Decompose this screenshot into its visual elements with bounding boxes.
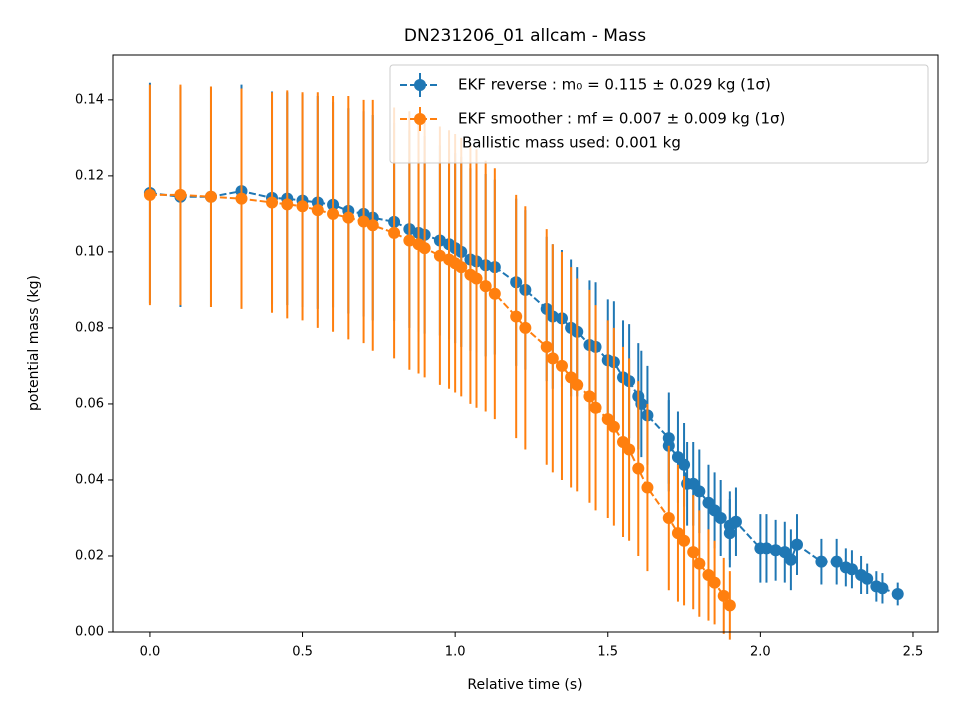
point	[693, 557, 706, 570]
point	[891, 587, 904, 600]
point	[687, 546, 700, 559]
point	[845, 563, 858, 576]
point	[510, 310, 523, 323]
point	[519, 321, 532, 334]
point	[693, 485, 706, 498]
y-tick-label: 0.06	[75, 396, 104, 411]
point	[632, 462, 645, 475]
point	[635, 397, 648, 410]
y-tick-label: 0.12	[75, 168, 104, 183]
point	[723, 527, 736, 540]
point	[479, 280, 492, 293]
point	[815, 555, 828, 568]
point	[433, 249, 446, 262]
point	[790, 538, 803, 551]
point	[784, 553, 797, 566]
y-tick-label: 0.00	[75, 625, 104, 640]
x-tick-label: 1.5	[597, 645, 618, 660]
point	[717, 589, 730, 602]
point	[470, 272, 483, 285]
point	[555, 359, 568, 372]
point	[830, 555, 843, 568]
point	[583, 390, 596, 403]
x-tick-label: 0.0	[140, 645, 161, 660]
y-tick-label: 0.08	[75, 320, 104, 335]
point	[876, 582, 889, 595]
x-axis-label: Relative time (s)	[467, 677, 582, 693]
point	[589, 401, 602, 414]
point	[662, 511, 675, 524]
y-tick-label: 0.04	[75, 472, 104, 487]
point	[729, 515, 742, 528]
point	[266, 196, 279, 209]
point	[311, 204, 324, 217]
legend-marker	[414, 113, 426, 125]
point	[455, 261, 468, 274]
point	[281, 198, 294, 211]
point	[488, 287, 501, 300]
legend-note: Ballistic mass used: 0.001 kg	[462, 134, 681, 152]
point	[641, 481, 654, 494]
point	[388, 226, 401, 239]
point	[607, 420, 620, 433]
point	[708, 576, 721, 589]
point	[723, 599, 736, 612]
point	[342, 211, 355, 224]
point	[714, 511, 727, 524]
legend-box	[389, 64, 929, 164]
point	[769, 544, 782, 557]
plot-frame	[112, 54, 939, 633]
point	[861, 572, 874, 585]
point	[760, 542, 773, 555]
x-tick-label: 2.5	[903, 645, 924, 660]
chart-title: DN231206_01 allcam - Mass	[404, 26, 646, 46]
point	[678, 458, 691, 471]
point	[296, 200, 309, 213]
point	[571, 378, 584, 391]
legend-label: EKF smoother : mf = 0.007 ± 0.009 kg (1σ…	[458, 110, 785, 128]
legend: EKF reverse : m₀ = 0.115 ± 0.029 kg (1σ)…	[389, 64, 929, 164]
y-axis-label: potential mass (kg)	[26, 275, 42, 411]
point	[540, 340, 553, 353]
x-tick-label: 2.0	[750, 645, 771, 660]
y-tick-label: 0.02	[75, 548, 104, 563]
point	[235, 192, 248, 205]
x-tick-label: 1.0	[445, 645, 466, 660]
point	[143, 188, 156, 201]
point	[204, 190, 217, 203]
x-tick-label: 0.5	[292, 645, 313, 660]
point	[366, 219, 379, 232]
point	[678, 534, 691, 547]
y-tick-label: 0.10	[75, 244, 104, 259]
y-tick-label: 0.14	[75, 92, 104, 107]
point	[174, 188, 187, 201]
point	[546, 352, 559, 365]
legend-marker	[414, 79, 426, 91]
legend-label: EKF reverse : m₀ = 0.115 ± 0.029 kg (1σ)	[458, 76, 771, 94]
point	[327, 207, 340, 220]
point	[403, 234, 416, 247]
point	[418, 242, 431, 255]
point	[357, 215, 370, 228]
point	[623, 443, 636, 456]
